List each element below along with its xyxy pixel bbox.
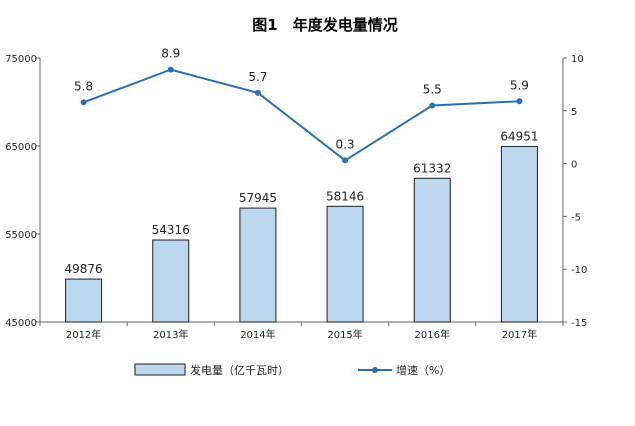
legend-line-marker (372, 367, 378, 373)
chart-title: 图1 年度发电量情况 (252, 16, 397, 34)
legend: 发电量（亿千瓦时） 增速（%） (134, 363, 450, 377)
x-tick-label: 2017年 (502, 328, 537, 341)
x-tick-label: 2016年 (415, 328, 450, 341)
bar-value-label: 58146 (326, 189, 364, 203)
bar (65, 278, 103, 323)
x-tick-label: 2014年 (240, 328, 275, 341)
growth-point (80, 99, 87, 106)
bar (500, 145, 538, 323)
x-tick-label: 2013年 (153, 328, 188, 341)
y-right-tick-label: -5 (571, 212, 581, 223)
legend-bar-swatch (134, 363, 186, 376)
legend-line-label: 增速（%） (396, 363, 450, 377)
growth-point (429, 102, 436, 109)
y-right-tick-label: -15 (571, 318, 587, 329)
growth-line (83, 68, 520, 162)
growth-value-label: 5.5 (423, 83, 442, 97)
bar (413, 177, 451, 323)
growth-value-label: 5.9 (510, 78, 529, 92)
bar-value-label: 61332 (413, 161, 451, 175)
bar-value-label: 49876 (64, 262, 102, 276)
y-right-tick-label: 5 (571, 107, 577, 118)
growth-point (254, 89, 261, 96)
growth-point (516, 98, 523, 105)
y-left-tick-label: 45000 (5, 318, 37, 329)
x-tick-label: 2015年 (327, 328, 362, 341)
bar-value-label: 57945 (239, 191, 277, 205)
plot-area: 45000 55000 65000 75000 -15 -10 -5 0 5 10 2012年 201… (5, 47, 587, 341)
growth-value-label: 8.9 (161, 47, 180, 61)
y-right-tick-label: 0 (571, 160, 577, 171)
bar (239, 207, 277, 323)
bar (326, 205, 364, 323)
y-left-tick-label: 55000 (5, 230, 37, 241)
growth-point (342, 157, 349, 164)
bar-value-label: 64951 (500, 129, 538, 143)
growth-value-label: 5.7 (248, 70, 267, 84)
y-right-tick-label: 10 (571, 54, 584, 65)
x-tick-label: 2012年 (66, 328, 101, 341)
bar-value-label: 54316 (152, 223, 190, 237)
y-left-tick-label: 65000 (5, 142, 37, 153)
growth-value-label: 0.3 (336, 137, 355, 151)
y-right-tick-label: -10 (571, 265, 587, 276)
growth-value-label: 5.8 (74, 79, 93, 93)
legend-bar-label: 发电量（亿千瓦时） (190, 363, 289, 377)
y-left-tick-label: 75000 (5, 54, 37, 65)
growth-point (167, 66, 174, 73)
bar (152, 239, 190, 323)
